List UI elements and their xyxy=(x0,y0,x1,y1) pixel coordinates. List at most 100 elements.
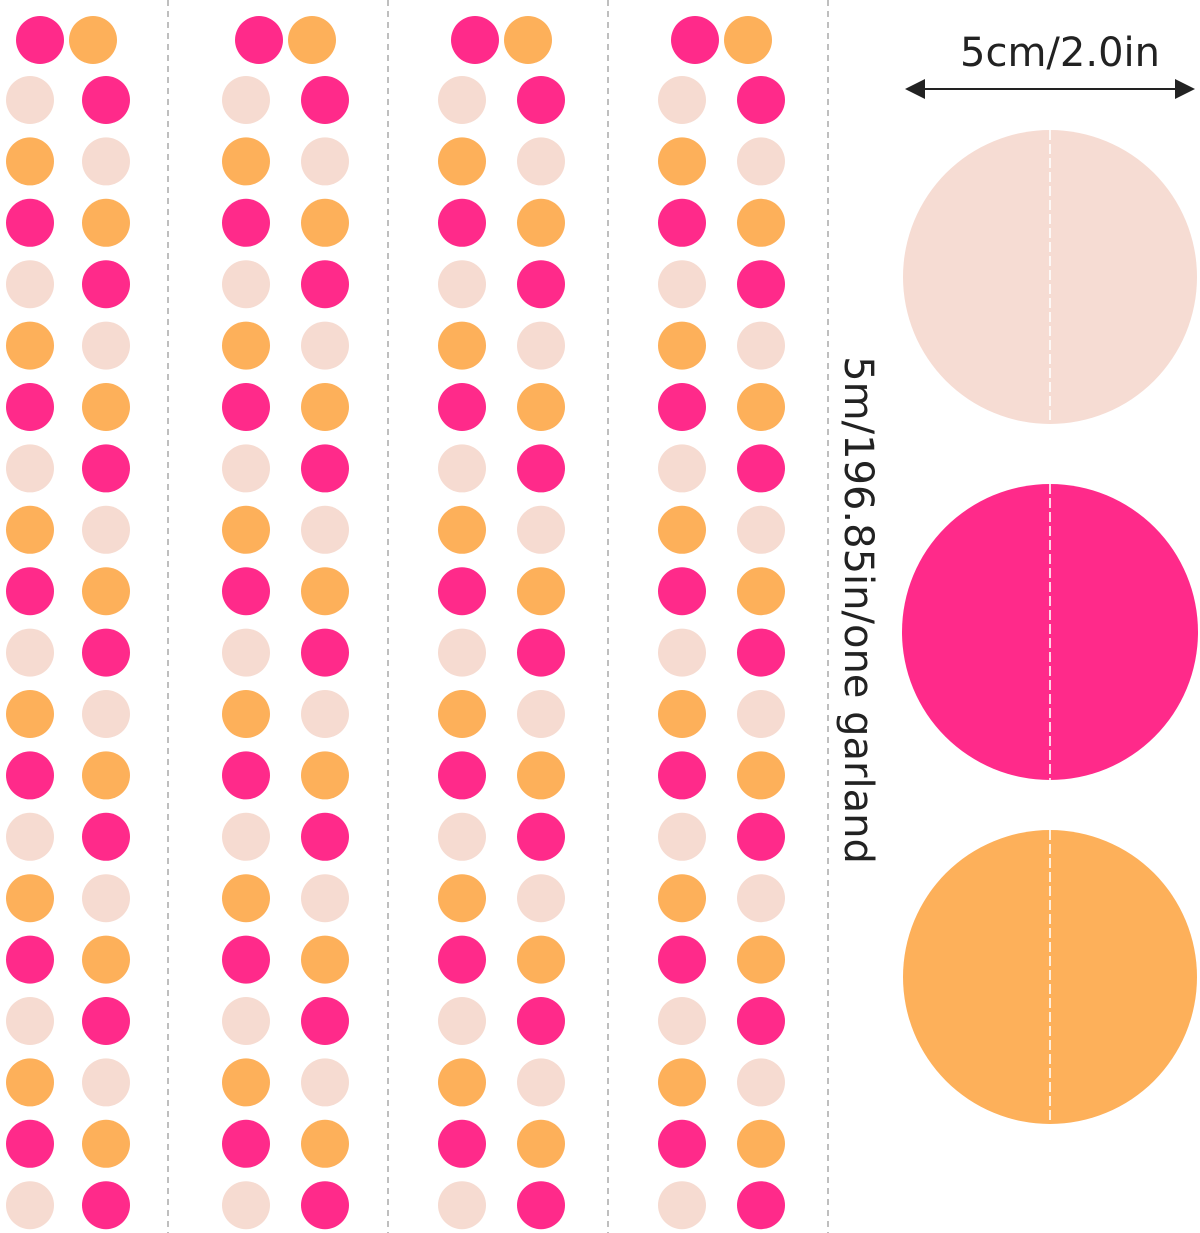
dot xyxy=(517,321,565,370)
dot xyxy=(301,321,349,370)
dot xyxy=(438,76,486,124)
dot xyxy=(222,198,270,247)
dot xyxy=(517,690,565,738)
dot xyxy=(737,567,785,616)
separators xyxy=(167,0,829,1233)
dot xyxy=(301,567,349,616)
dot xyxy=(82,137,130,186)
dot xyxy=(222,321,270,370)
dot xyxy=(222,567,270,616)
dot xyxy=(658,628,706,677)
dot xyxy=(438,505,486,554)
dot xyxy=(6,751,54,800)
dot xyxy=(438,1058,486,1107)
dot xyxy=(222,1119,270,1168)
dot xyxy=(82,444,130,493)
dot xyxy=(438,321,486,370)
large-dots xyxy=(902,130,1198,1124)
dot xyxy=(222,690,270,738)
dot xyxy=(517,76,565,124)
dot xyxy=(517,1181,565,1230)
dot xyxy=(517,260,565,309)
dot xyxy=(658,1119,706,1168)
dot xyxy=(82,690,130,738)
dot xyxy=(438,935,486,984)
dot xyxy=(82,751,130,800)
dot xyxy=(438,751,486,800)
dot xyxy=(438,874,486,923)
dot xyxy=(438,198,486,247)
dot xyxy=(517,505,565,554)
dot xyxy=(438,1119,486,1168)
dot xyxy=(658,567,706,616)
dot xyxy=(222,260,270,309)
dot xyxy=(6,935,54,984)
dot xyxy=(658,444,706,493)
dot xyxy=(6,567,54,616)
dot xyxy=(6,1181,54,1230)
dot xyxy=(82,321,130,370)
dot xyxy=(737,997,785,1045)
dot xyxy=(222,751,270,800)
dot xyxy=(658,935,706,984)
dot xyxy=(222,505,270,554)
dot xyxy=(504,16,552,64)
dot xyxy=(658,383,706,431)
dot xyxy=(82,1119,130,1168)
dot xyxy=(301,505,349,554)
dot xyxy=(517,137,565,186)
dot xyxy=(82,383,130,431)
dot xyxy=(222,812,270,861)
dot xyxy=(451,16,499,64)
dot xyxy=(301,628,349,677)
dot xyxy=(517,997,565,1045)
dot xyxy=(438,690,486,738)
dot xyxy=(82,874,130,923)
dot xyxy=(6,690,54,738)
dot xyxy=(6,260,54,309)
dot xyxy=(222,628,270,677)
dot xyxy=(737,812,785,861)
dot xyxy=(82,567,130,616)
dot xyxy=(222,1058,270,1107)
dot xyxy=(69,16,117,64)
dot xyxy=(658,505,706,554)
dot xyxy=(301,874,349,923)
dot xyxy=(82,1181,130,1230)
garland-dots xyxy=(6,16,785,1230)
dot xyxy=(517,935,565,984)
dot xyxy=(222,997,270,1045)
dot xyxy=(222,935,270,984)
dot xyxy=(6,1058,54,1107)
dot xyxy=(301,76,349,124)
dot xyxy=(82,812,130,861)
dot xyxy=(438,444,486,493)
dot xyxy=(737,1119,785,1168)
dot xyxy=(301,444,349,493)
dot xyxy=(235,16,283,64)
dot xyxy=(301,997,349,1045)
dot xyxy=(6,812,54,861)
dot xyxy=(658,874,706,923)
dot xyxy=(82,76,130,124)
dot xyxy=(737,76,785,124)
dot xyxy=(82,260,130,309)
dot xyxy=(737,198,785,247)
dot xyxy=(724,16,772,64)
dot xyxy=(82,628,130,677)
dot xyxy=(82,1058,130,1107)
dot xyxy=(301,137,349,186)
dot xyxy=(222,444,270,493)
dot xyxy=(438,628,486,677)
dot xyxy=(301,1058,349,1107)
dot xyxy=(6,137,54,186)
dot xyxy=(301,260,349,309)
dot xyxy=(301,383,349,431)
dot xyxy=(438,1181,486,1230)
dot xyxy=(737,137,785,186)
dot xyxy=(6,628,54,677)
dot xyxy=(288,16,336,64)
dot xyxy=(438,260,486,309)
dot xyxy=(82,935,130,984)
